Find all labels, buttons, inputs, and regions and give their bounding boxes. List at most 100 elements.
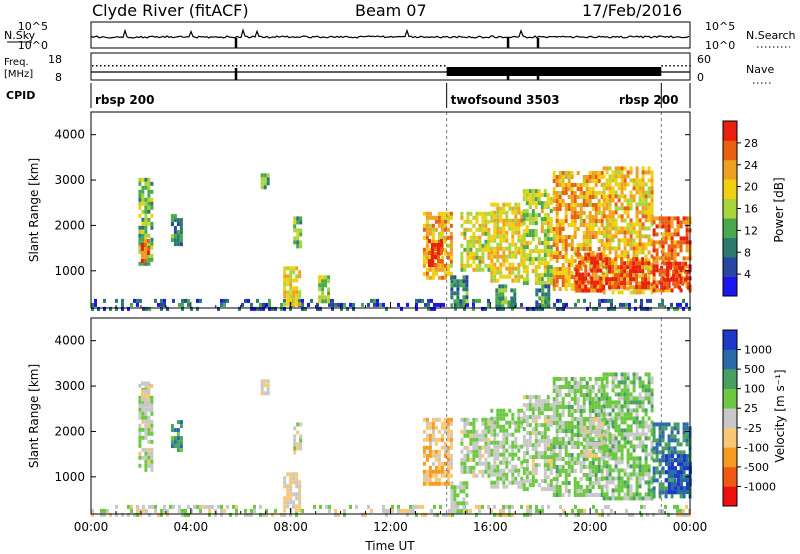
echo-cell xyxy=(434,453,438,458)
echo-cell xyxy=(635,488,639,493)
echo-cell xyxy=(570,199,574,203)
echo-cell xyxy=(661,288,665,293)
echo-cell xyxy=(511,278,515,283)
echo-cell xyxy=(517,262,521,267)
echo-cell xyxy=(667,232,671,237)
echo-cell xyxy=(147,185,151,190)
echo-cell xyxy=(614,372,618,377)
echo-cell xyxy=(608,261,612,266)
echo-cell xyxy=(641,257,645,262)
echo-cell xyxy=(555,441,559,445)
echo-cell xyxy=(440,275,444,280)
echo-cell xyxy=(343,302,346,307)
echo-cell xyxy=(674,482,677,487)
echo-cell xyxy=(146,397,150,402)
echo-cell xyxy=(472,433,476,438)
echo-cell xyxy=(295,508,299,513)
echo-cell xyxy=(623,388,627,393)
echo-cell xyxy=(594,203,598,207)
echo-cell xyxy=(685,228,689,233)
echo-cell xyxy=(644,218,648,223)
echo-cell xyxy=(684,277,688,282)
echo-cell xyxy=(617,194,621,199)
echo-cell xyxy=(466,453,470,458)
echo-cell xyxy=(259,504,262,509)
echo-cell xyxy=(147,177,151,182)
echo-cell xyxy=(472,449,476,454)
echo-cell xyxy=(664,494,668,499)
echo-cell xyxy=(496,432,500,437)
nsearch-top-tick: 10^5 xyxy=(705,20,735,33)
echo-cell xyxy=(641,424,645,429)
echo-cell xyxy=(433,255,437,259)
echo-cell xyxy=(534,455,538,460)
echo-cell xyxy=(299,446,303,451)
echo-cell xyxy=(664,224,668,229)
echo-cell xyxy=(638,492,642,497)
echo-cell xyxy=(599,276,603,281)
echo-cell xyxy=(652,426,656,431)
echo-cell xyxy=(588,385,592,389)
echo-cell xyxy=(647,464,651,469)
echo-cell xyxy=(679,236,683,241)
echo-cell xyxy=(498,300,502,305)
echo-cell xyxy=(460,461,464,466)
echo-cell xyxy=(535,504,538,509)
echo-cell xyxy=(617,444,621,449)
echo-cell xyxy=(440,211,444,216)
echo-cell xyxy=(608,372,612,377)
echo-cell xyxy=(141,177,145,182)
echo-cell xyxy=(449,247,453,252)
echo-cell xyxy=(620,476,624,481)
echo-cell xyxy=(594,271,598,275)
echo-cell xyxy=(607,512,610,517)
echo-cell xyxy=(520,262,524,267)
echo-cell xyxy=(160,298,163,303)
echo-cell xyxy=(157,512,160,517)
echo-cell xyxy=(442,302,445,307)
echo-cell xyxy=(605,277,609,282)
echo-cell xyxy=(538,306,541,311)
echo-cell xyxy=(582,473,586,477)
echo-cell xyxy=(505,274,509,279)
echo-cell xyxy=(434,267,438,272)
echo-cell xyxy=(561,175,565,179)
echo-cell xyxy=(561,179,565,183)
echo-cell xyxy=(141,415,145,420)
echo-cell xyxy=(295,492,299,497)
echo-cell xyxy=(676,512,679,517)
echo-cell xyxy=(608,218,612,223)
echo-cell xyxy=(667,224,671,229)
echo-cell xyxy=(176,222,180,227)
echo-cell xyxy=(293,240,297,245)
echo-cell xyxy=(650,388,654,393)
echo-cell xyxy=(552,493,556,497)
echo-cell xyxy=(680,486,683,491)
echo-cell xyxy=(592,429,596,434)
echo-cell xyxy=(422,211,426,216)
echo-cell xyxy=(635,290,639,295)
echo-cell xyxy=(443,239,447,244)
echo-cell xyxy=(528,233,532,238)
echo-cell xyxy=(567,489,571,493)
echo-cell xyxy=(472,223,476,228)
echo-cell xyxy=(663,277,667,282)
echo-cell xyxy=(665,490,668,495)
echo-cell xyxy=(385,306,388,311)
echo-cell xyxy=(590,288,594,293)
echo-cell xyxy=(295,302,299,307)
echo-cell xyxy=(517,270,521,275)
echo-cell xyxy=(316,302,319,307)
echo-cell xyxy=(561,267,565,271)
echo-cell xyxy=(431,275,435,280)
echo-cell xyxy=(475,417,479,422)
echo-cell xyxy=(594,223,598,227)
echo-cell xyxy=(661,236,665,241)
echo-cell xyxy=(176,234,180,239)
echo-cell xyxy=(437,461,441,466)
velocity-frame xyxy=(90,317,691,515)
echo-cell xyxy=(576,425,580,429)
echo-cell xyxy=(298,294,302,299)
echo-cell xyxy=(522,249,526,254)
echo-cell xyxy=(170,214,174,219)
